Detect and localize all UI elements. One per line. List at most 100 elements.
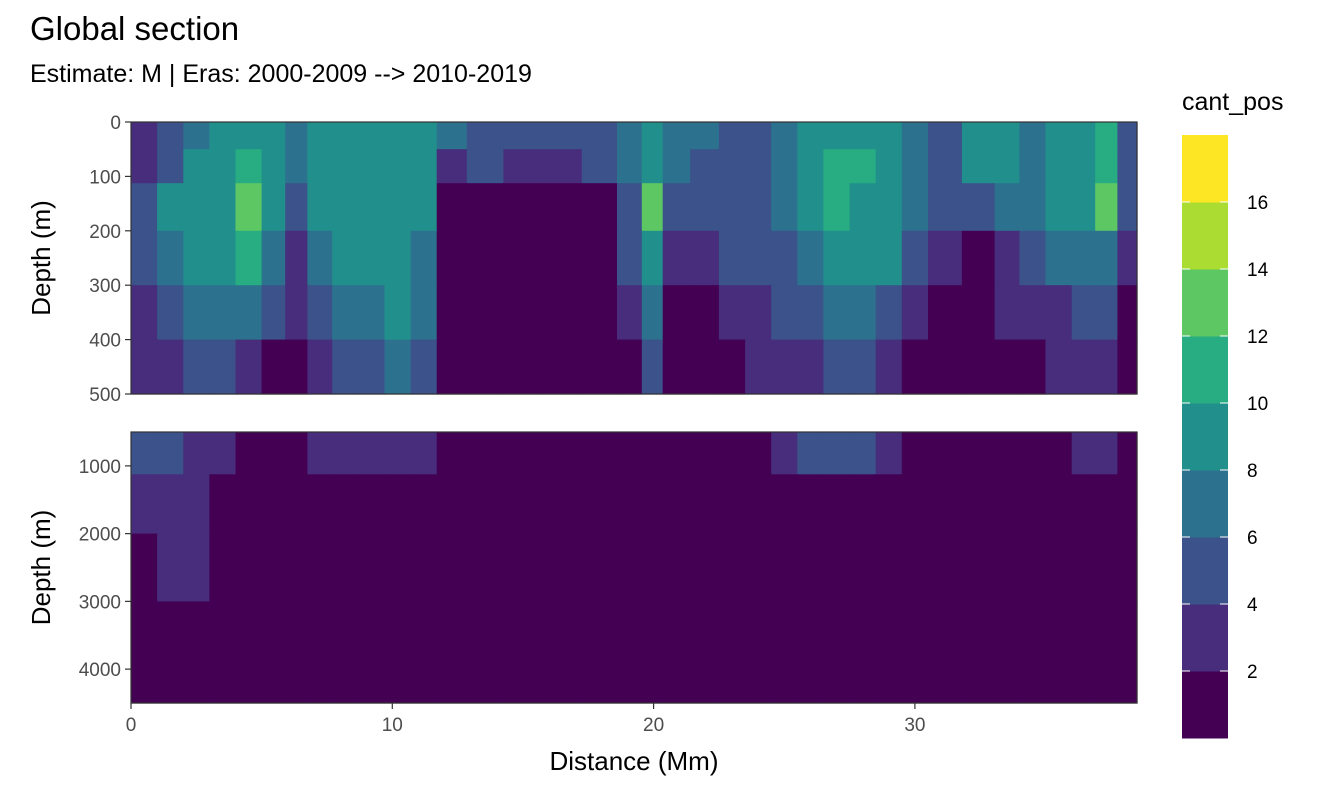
heat-cell	[662, 230, 691, 286]
legend-label: 2	[1247, 662, 1258, 683]
heat-cell	[581, 432, 618, 475]
heat-cell	[823, 122, 851, 150]
heat-cell	[183, 432, 210, 475]
heat-cell	[745, 285, 772, 341]
heat-cell	[157, 183, 184, 232]
heat-cell	[771, 432, 798, 475]
heat-cell	[307, 285, 333, 341]
heat-cell	[384, 230, 412, 286]
heat-cell	[797, 149, 824, 184]
heat-cell	[410, 339, 438, 395]
heat-cell	[1071, 339, 1096, 395]
heat-cell	[994, 601, 1020, 704]
y-tick-label: 4000	[79, 660, 121, 681]
heat-cell	[662, 601, 691, 704]
heat-cell	[641, 339, 664, 395]
heat-cell	[690, 149, 720, 184]
heat-cell	[384, 122, 412, 150]
heat-cell	[797, 432, 824, 475]
heat-cell	[994, 474, 1020, 535]
heat-cell	[823, 183, 851, 232]
heat-cell	[1071, 474, 1096, 535]
heat-cell	[436, 149, 468, 184]
y-tick-label: 500	[89, 385, 121, 406]
heat-cell	[617, 474, 643, 535]
heat-cell	[466, 230, 504, 286]
heat-cell	[928, 474, 963, 535]
legend-title: cant_pos	[1182, 88, 1283, 116]
heat-cell	[875, 432, 903, 475]
heat-cell	[961, 183, 996, 232]
heat-cell	[1117, 183, 1138, 232]
heat-cell	[542, 149, 583, 184]
heat-cell	[849, 285, 877, 341]
heat-cell	[961, 149, 996, 184]
heat-cell	[1117, 339, 1138, 395]
heat-cell	[332, 339, 359, 395]
heat-cell	[183, 230, 210, 286]
heat-cell	[466, 285, 504, 341]
heat-cell	[1117, 122, 1138, 150]
heat-cell	[901, 432, 929, 475]
heat-cell	[928, 285, 963, 341]
heat-cell	[285, 432, 308, 475]
heat-cell	[131, 122, 158, 150]
legend-swatch	[1182, 202, 1228, 270]
heat-cell	[542, 474, 583, 535]
heat-cell	[961, 339, 996, 395]
y-tick-label: 1000	[79, 457, 121, 478]
heat-cell	[823, 601, 851, 704]
heat-cell	[901, 285, 929, 341]
heat-cell	[1117, 533, 1138, 602]
heat-cell	[1095, 474, 1118, 535]
x-tick-label: 30	[904, 715, 925, 736]
heat-cell	[1117, 285, 1138, 341]
heat-cell	[771, 339, 798, 395]
heat-cell	[358, 339, 385, 395]
heat-cell	[131, 339, 158, 395]
chart-title: Global section	[30, 10, 240, 47]
heat-cell	[332, 149, 359, 184]
heat-cell	[384, 339, 412, 395]
heat-cell	[875, 230, 903, 286]
heat-cell	[307, 183, 333, 232]
heat-cell	[285, 285, 308, 341]
panel-upper	[130, 121, 1138, 395]
heat-cell	[961, 533, 996, 602]
heat-cell	[131, 285, 158, 341]
x-tick-label: 0	[126, 715, 137, 736]
panels-layer	[130, 121, 1138, 704]
heat-cell	[961, 601, 996, 704]
heat-cell	[1045, 183, 1073, 232]
y-tick-label: 2000	[79, 525, 121, 546]
y-tick-label: 400	[89, 331, 121, 352]
heat-cell	[641, 230, 664, 286]
heat-cell	[235, 230, 263, 286]
heat-cell	[261, 601, 286, 704]
heat-cell	[307, 230, 333, 286]
heat-cell	[849, 474, 877, 535]
heat-cell	[849, 230, 877, 286]
heat-cell	[690, 601, 720, 704]
heat-cell	[358, 474, 385, 535]
heat-cell	[235, 533, 263, 602]
heat-cell	[542, 183, 583, 232]
heat-cell	[410, 285, 438, 341]
heat-cell	[797, 122, 824, 150]
heat-cell	[745, 149, 772, 184]
heat-cell	[718, 285, 746, 341]
heat-cell	[617, 339, 643, 395]
chart-subtitle: Estimate: M | Eras: 2000-2009 --> 2010-2…	[30, 60, 532, 88]
heat-cell	[771, 601, 798, 704]
heat-cell	[901, 474, 929, 535]
heat-cell	[503, 122, 544, 150]
heat-cell	[1071, 183, 1096, 232]
heat-cell	[235, 474, 263, 535]
heat-cell	[1045, 432, 1073, 475]
heat-cell	[745, 432, 772, 475]
heat-cell	[209, 474, 237, 535]
heat-cell	[690, 474, 720, 535]
heat-cell	[1045, 285, 1073, 341]
heat-cell	[261, 339, 286, 395]
heat-cell	[358, 285, 385, 341]
